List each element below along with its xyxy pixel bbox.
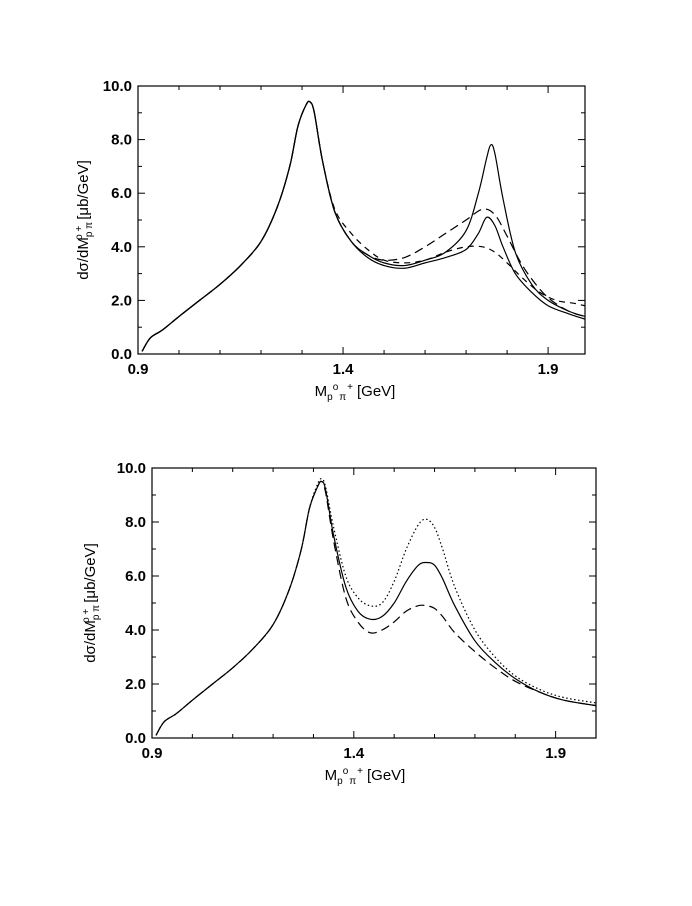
y-tick-label: 6.0: [125, 568, 146, 585]
y-axis-title: dσ/dMp πo + [μb/GeV]: [74, 160, 95, 280]
y-tick-label: 0.0: [111, 346, 132, 363]
y-axis-title-ylabel_sup: o +: [74, 226, 85, 240]
x-axis-title-xlabel: M: [315, 383, 328, 400]
plot-frame: [151, 467, 597, 739]
x-axis-title-xlabel_unit: [GeV]: [367, 767, 405, 784]
y-tick-label: 8.0: [111, 132, 132, 149]
y-axis-title-ylabel: dσ/dM: [82, 620, 99, 663]
chart-top: 0.0 2.0 4.0 6.0 8.0 10.0 0.9 1.4 1.9 Mpoπ+ [GeV] dσ…: [74, 78, 586, 403]
series-dotted: [155, 478, 596, 736]
y-tick-label: 0.0: [125, 730, 146, 747]
x-axis-title: Mpoπ+ [GeV]: [315, 382, 396, 403]
plot-frame: [137, 85, 586, 355]
x-axis-title-xlabel: M: [325, 767, 338, 784]
series-solid: [155, 480, 596, 736]
x-axis-title-xlabel_sup: o: [333, 382, 339, 393]
y-tick-label: 4.0: [125, 622, 146, 639]
x-axis-title-xlabel_sub2: π: [349, 776, 356, 787]
series-dashed: [155, 480, 596, 736]
x-axis-title-xlabel_sub2: π: [339, 392, 346, 403]
y-tick-label: 10.0: [117, 460, 146, 477]
series-solid-mid-peak: [141, 100, 585, 352]
y-axis-title: dσ/dMp πo + [μb/GeV]: [81, 543, 102, 663]
x-axis-title-xlabel_sup: o: [343, 766, 349, 777]
y-tick-label: 10.0: [103, 78, 132, 95]
y-tick-label: 2.0: [125, 676, 146, 693]
chart-bottom: 0.0 2.0 4.0 6.0 8.0 10.0 0.9 1.4 1.9 Mpoπ+ [GeV] dσ…: [81, 460, 597, 787]
y-tick-label: 6.0: [111, 185, 132, 202]
y-axis-title-ylabel_sup: o +: [81, 609, 92, 623]
x-axis-title: Mpoπ+ [GeV]: [325, 766, 406, 787]
y-tick-label: 4.0: [111, 239, 132, 256]
y-axis-title-ylabel_sub: p π: [91, 605, 102, 620]
x-tick-label: 0.9: [128, 361, 149, 378]
y-axis-title-ylabel_unit: [μb/GeV]: [75, 160, 92, 220]
x-axis-title-xlabel_sub: p: [327, 392, 333, 403]
x-axis-title-xlabel_sub: p: [337, 776, 343, 787]
y-tick-label: 8.0: [125, 514, 146, 531]
x-axis-title-xlabel_sup2: +: [357, 766, 363, 777]
series-solid-tall-peak: [141, 100, 585, 352]
x-tick-label: 0.9: [142, 745, 163, 762]
y-axis-title-ylabel_unit: [μb/GeV]: [82, 543, 99, 603]
x-tick-label: 1.4: [333, 361, 355, 378]
x-tick-label: 1.9: [545, 745, 566, 762]
x-axis-title-xlabel_unit: [GeV]: [357, 383, 395, 400]
x-tick-label: 1.4: [343, 745, 365, 762]
y-axis-title-ylabel: dσ/dM: [75, 237, 92, 280]
series-dashed-short: [141, 100, 585, 352]
x-tick-label: 1.9: [538, 361, 559, 378]
y-axis-title-ylabel_sub: p π: [84, 222, 95, 237]
series-dashed-long: [141, 100, 585, 352]
x-axis-title-xlabel_sup2: +: [347, 382, 353, 393]
y-tick-label: 2.0: [111, 292, 132, 309]
